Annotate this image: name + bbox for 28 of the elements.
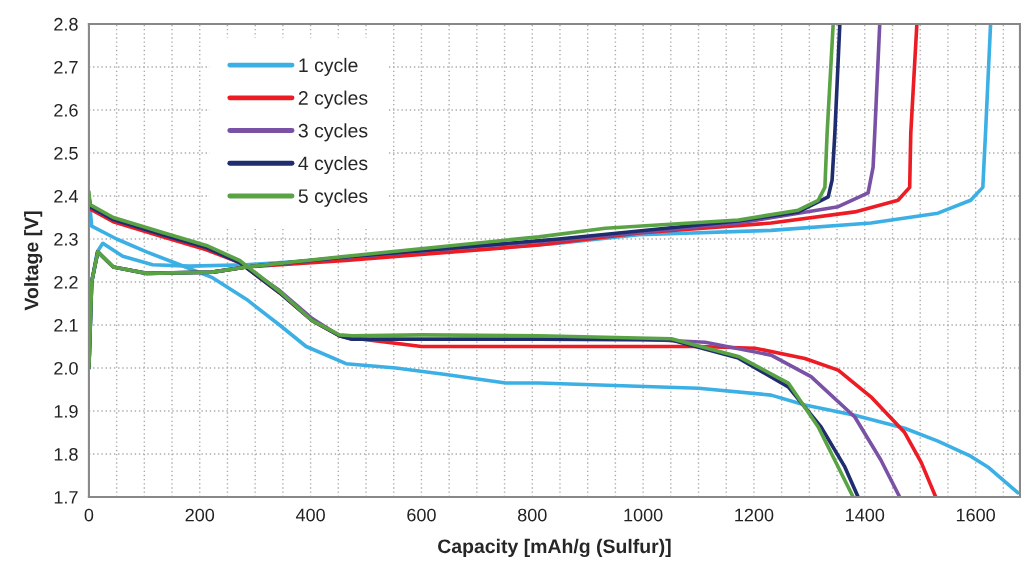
y-tick-label: 1.9 (54, 404, 78, 418)
x-tick-label: 600 (407, 508, 436, 522)
legend-label: 4 cycles (298, 155, 368, 175)
y-tick-label: 2.7 (54, 60, 78, 74)
x-tick-label: 1200 (735, 508, 774, 522)
y-tick-label: 2.6 (54, 103, 78, 117)
x-tick-label: 0 (84, 508, 94, 522)
y-tick-label: 2.1 (54, 318, 78, 332)
y-tick-label: 1.8 (54, 447, 78, 461)
x-tick-label: 400 (295, 508, 325, 522)
y-tick-label: 2.5 (54, 146, 78, 160)
x-tick-label: 1600 (956, 508, 995, 522)
x-axis-title: Capacity [mAh/g (Sulfur)] (438, 538, 671, 558)
x-tick-label: 800 (517, 508, 547, 522)
y-tick-label: 2.2 (54, 275, 78, 289)
y-tick-label: 2.4 (54, 189, 78, 203)
y-tick-label: 1.7 (54, 491, 78, 504)
x-tick-label: 1400 (846, 508, 885, 522)
legend-label: 2 cycles (298, 90, 368, 109)
y-tick-label: 2.3 (54, 232, 78, 246)
x-tick-label: 200 (185, 508, 215, 522)
legend-label: 3 cycles (298, 123, 368, 142)
legend-label: 5 cycles (298, 188, 368, 207)
x-tick-label: 1000 (624, 508, 663, 522)
y-tick-label: 2.0 (54, 361, 78, 375)
y-tick-label: 2.8 (54, 17, 78, 31)
legend-label: 1 cycle (299, 57, 358, 76)
y-axis-title: Voltage [V] (24, 211, 43, 311)
